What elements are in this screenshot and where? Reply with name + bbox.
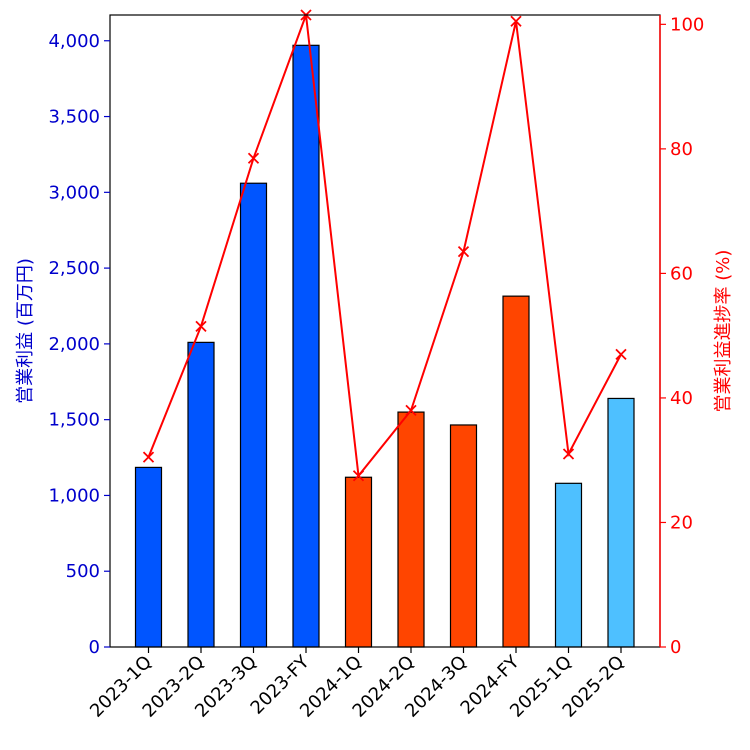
progress-marker-2024-2Q [405,404,417,417]
progress-line-series [142,9,627,482]
left-tick-label: 500 [66,561,100,582]
bar-2025-2Q [607,397,635,648]
bar-2023-FY [292,44,320,648]
bar-2024-3Q [449,424,478,648]
progress-line [147,14,622,479]
right-tick-label: 40 [670,388,693,409]
bar-2023-1Q [134,466,163,648]
right-tick-label: 60 [670,263,693,284]
right-tick-label: 0 [670,637,681,658]
left-tick-label: 1,000 [48,485,100,506]
bar-2025-1Q [554,482,583,648]
right-tick-label: 100 [670,14,704,35]
left-axis-title: 営業利益 (百万円) [15,258,36,404]
bar-series [134,44,635,648]
bar-2023-3Q [239,182,268,648]
progress-marker-2025-1Q [562,448,575,460]
left-tick-label: 2,500 [48,258,100,279]
left-y-axis: 0 500 1,000 1,500 2,000 2,500 3,000 3,500 4,000 [48,31,110,658]
progress-marker-2023-2Q [195,320,207,332]
left-tick-label: 3,500 [48,107,100,128]
left-tick-label: 0 [89,637,100,658]
bar-2024-FY [502,295,530,648]
bar-2023-2Q [187,341,215,648]
left-tick-label: 4,000 [48,31,100,52]
left-tick-label: 2,000 [48,334,100,355]
left-tick-label: 3,000 [48,182,100,203]
right-tick-label: 80 [670,139,693,160]
right-tick-label: 20 [670,512,693,533]
progress-marker-2024-3Q [457,245,470,258]
left-tick-label: 1,500 [48,410,100,431]
right-axis-title: 営業利益進捗率 (%) [713,250,734,413]
progress-marker-2025-2Q [615,348,627,360]
right-y-axis: 0 20 40 60 80 100 [659,14,704,658]
bar-2024-2Q [397,411,425,648]
bar-2024-1Q [344,476,373,648]
progress-marker-2023-3Q [247,152,260,164]
x-axis: 2023-1Q2023-2Q2023-3Q2023-FY2024-1Q2024-… [86,647,629,722]
progress-marker-2023-1Q [142,451,155,463]
progress-marker-2024-FY [510,15,522,27]
progress-marker-2024-1Q [352,470,365,482]
